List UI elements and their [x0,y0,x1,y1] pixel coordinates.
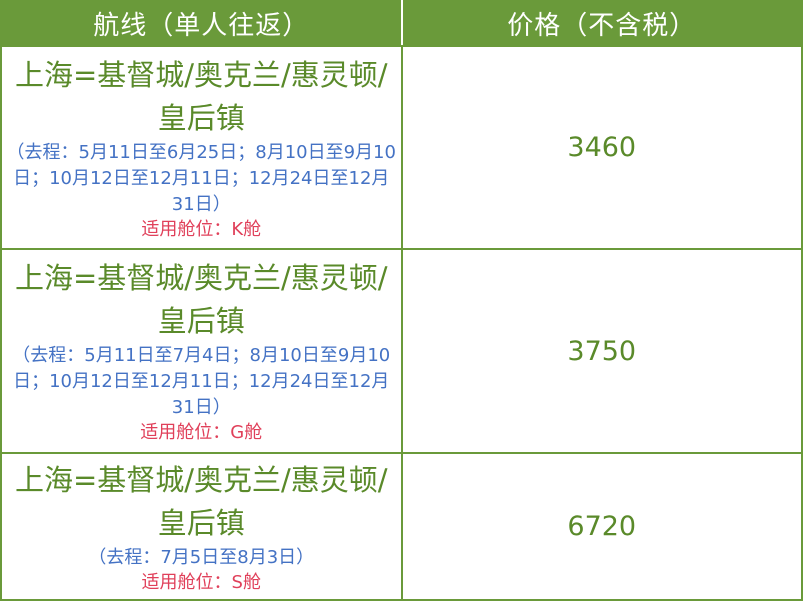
table-row: 上海=基督城/奥克兰/惠灵顿/皇后镇 （去程：7月5日至8月3日） 适用舱位：S… [0,452,803,601]
header-price: 价格（不含税） [400,0,803,47]
route-name: 上海=基督城/奥克兰/惠灵顿/皇后镇 [14,261,388,338]
route-cell: 上海=基督城/奥克兰/惠灵顿/皇后镇 （去程：5月11日至6月25日；8月10日… [0,45,403,250]
cabin-class: 适用舱位：S舱 [141,571,261,593]
cabin-class: 适用舱位：G舱 [140,422,263,443]
route-name: 上海=基督城/奥克兰/惠灵顿/皇后镇 [14,57,388,135]
table-row: 上海=基督城/奥克兰/惠灵顿/皇后镇 （去程：5月11日至6月25日；8月10日… [0,45,803,250]
table-row: 上海=基督城/奥克兰/惠灵顿/皇后镇 （去程：5月11日至7月4日；8月10日至… [0,248,803,454]
header-route: 航线（单人往返） [0,0,403,47]
price-cell: 6720 [400,452,803,601]
route-cell: 上海=基督城/奥克兰/惠灵顿/皇后镇 （去程：5月11日至7月4日；8月10日至… [0,248,403,454]
header-row: 航线（单人往返） 价格（不含税） [0,0,803,47]
route-cell: 上海=基督城/奥克兰/惠灵顿/皇后镇 （去程：7月5日至8月3日） 适用舱位：S… [0,452,403,601]
travel-dates: （去程：7月5日至8月3日） [88,546,315,568]
price-cell: 3750 [400,248,803,454]
travel-dates: （去程：5月11日至7月4日；8月10日至9月10日；10月12日至12月11日… [12,345,391,418]
route-name: 上海=基督城/奥克兰/惠灵顿/皇后镇 [14,462,388,540]
travel-dates: （去程：5月11日至6月25日；8月10日至9月10日；10月12日至12月11… [6,141,396,215]
price-cell: 3460 [400,45,803,250]
cabin-class: 适用舱位：K舱 [141,218,262,240]
